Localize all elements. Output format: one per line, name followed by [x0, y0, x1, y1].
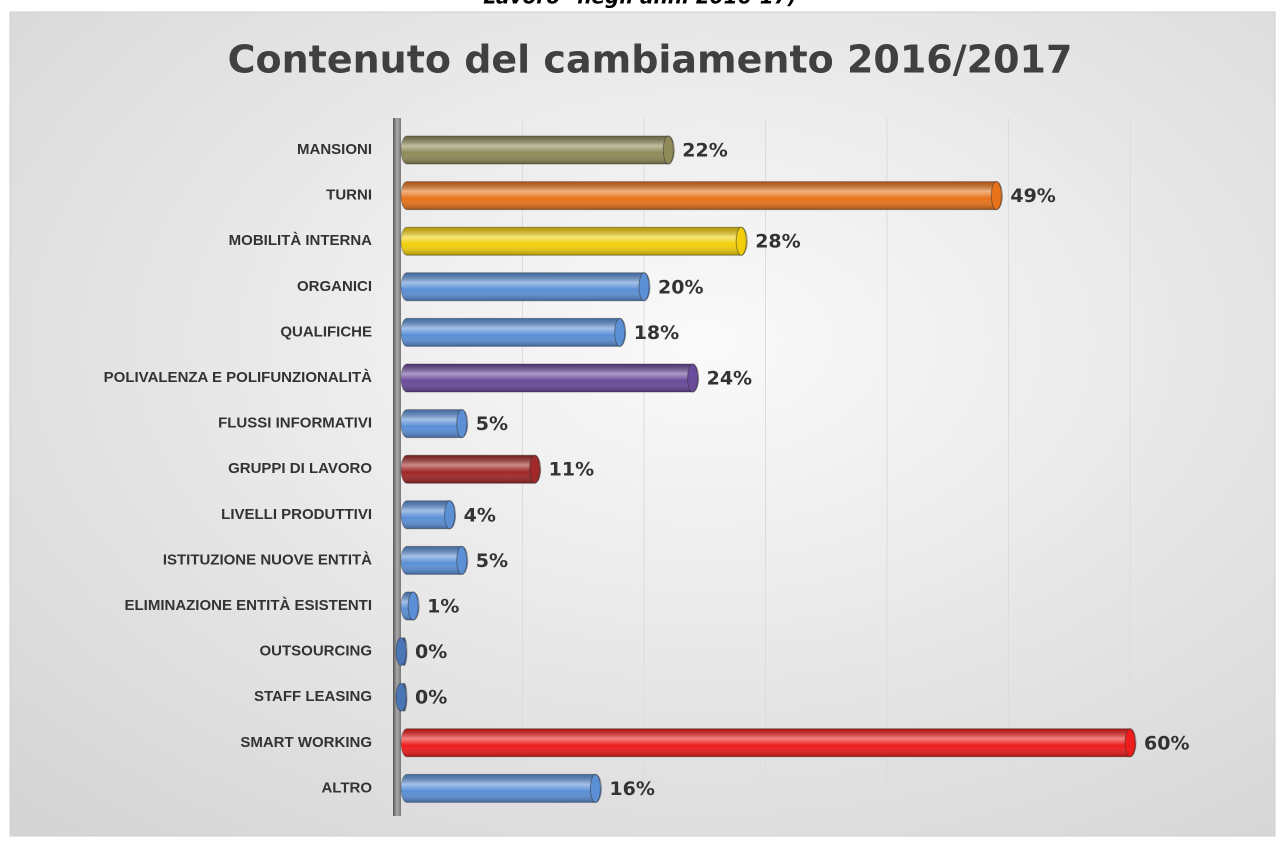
bar-shine — [401, 364, 699, 392]
chart-title: Contenuto del cambiamento 2016/2017 — [228, 38, 1073, 82]
bar-shine — [401, 318, 626, 347]
bar-shine — [401, 774, 602, 803]
bar-shine — [401, 227, 748, 256]
bar-cap — [395, 682, 407, 712]
y-tick-label: ALTRO — [321, 779, 372, 796]
value-label: 0% — [415, 641, 447, 663]
bar-shine — [401, 455, 541, 484]
value-label: 5% — [476, 413, 508, 435]
y-tick-label: ORGANICI — [297, 278, 372, 295]
bar-shine — [401, 500, 456, 529]
bar-cap — [529, 454, 541, 484]
value-label: 0% — [415, 687, 447, 709]
value-label: 1% — [427, 596, 459, 618]
y-tick-label: MANSIONI — [297, 141, 372, 158]
value-label: 24% — [707, 368, 752, 390]
y-tick-label: MOBILITÀ INTERNA — [229, 232, 372, 249]
value-label: 5% — [476, 550, 508, 572]
y-tick-label: GRUPPI DI LAVORO — [228, 460, 372, 477]
bar-cap — [456, 409, 468, 439]
value-label: 20% — [658, 276, 703, 298]
bar-shine — [401, 272, 650, 301]
value-label: 49% — [1010, 185, 1055, 207]
value-label: 18% — [634, 322, 679, 344]
value-label: 22% — [682, 140, 727, 162]
bar-cap — [735, 226, 747, 256]
value-label: 60% — [1144, 732, 1189, 754]
bar-shine — [401, 181, 1003, 210]
y-tick-label: LIVELLI PRODUTTIVI — [221, 506, 372, 523]
y-tick-label: QUALIFICHE — [280, 323, 372, 340]
bar-shine — [401, 136, 675, 164]
y-tick-label: FLUSSI INFORMATIVI — [218, 415, 372, 432]
y-tick-label: ELIMINAZIONE ENTITÀ ESISTENTI — [124, 597, 372, 614]
bar-cap — [990, 181, 1002, 211]
bar-cap — [614, 317, 626, 347]
value-label: 16% — [609, 778, 654, 800]
value-label: 28% — [755, 231, 800, 253]
y-tick-label: STAFF LEASING — [254, 688, 372, 705]
bar-shine — [401, 546, 468, 575]
caption: Lavoro" negli anni 2016-17) — [483, 0, 797, 9]
bar-cap — [638, 272, 650, 302]
bar-cap — [395, 637, 407, 667]
bar-cap — [662, 135, 674, 165]
bar-cap — [444, 500, 456, 530]
y-tick-label: TURNI — [326, 187, 372, 204]
value-label: 11% — [549, 459, 594, 481]
bar-cap — [407, 591, 419, 621]
axis-wall — [393, 118, 401, 816]
bar-cap — [1124, 728, 1136, 758]
bar-cap — [456, 545, 468, 575]
y-tick-label: OUTSOURCING — [260, 643, 373, 660]
bar-shine — [401, 728, 1136, 757]
y-tick-label: ISTITUZIONE NUOVE ENTITÀ — [163, 551, 372, 568]
value-label: 4% — [464, 504, 496, 526]
bar-cap — [589, 773, 601, 803]
bar-cap — [687, 363, 699, 393]
bar-shine — [401, 409, 468, 438]
y-tick-label: SMART WORKING — [240, 734, 372, 751]
y-tick-label: POLIVALENZA E POLIFUNZIONALITÀ — [104, 369, 372, 386]
